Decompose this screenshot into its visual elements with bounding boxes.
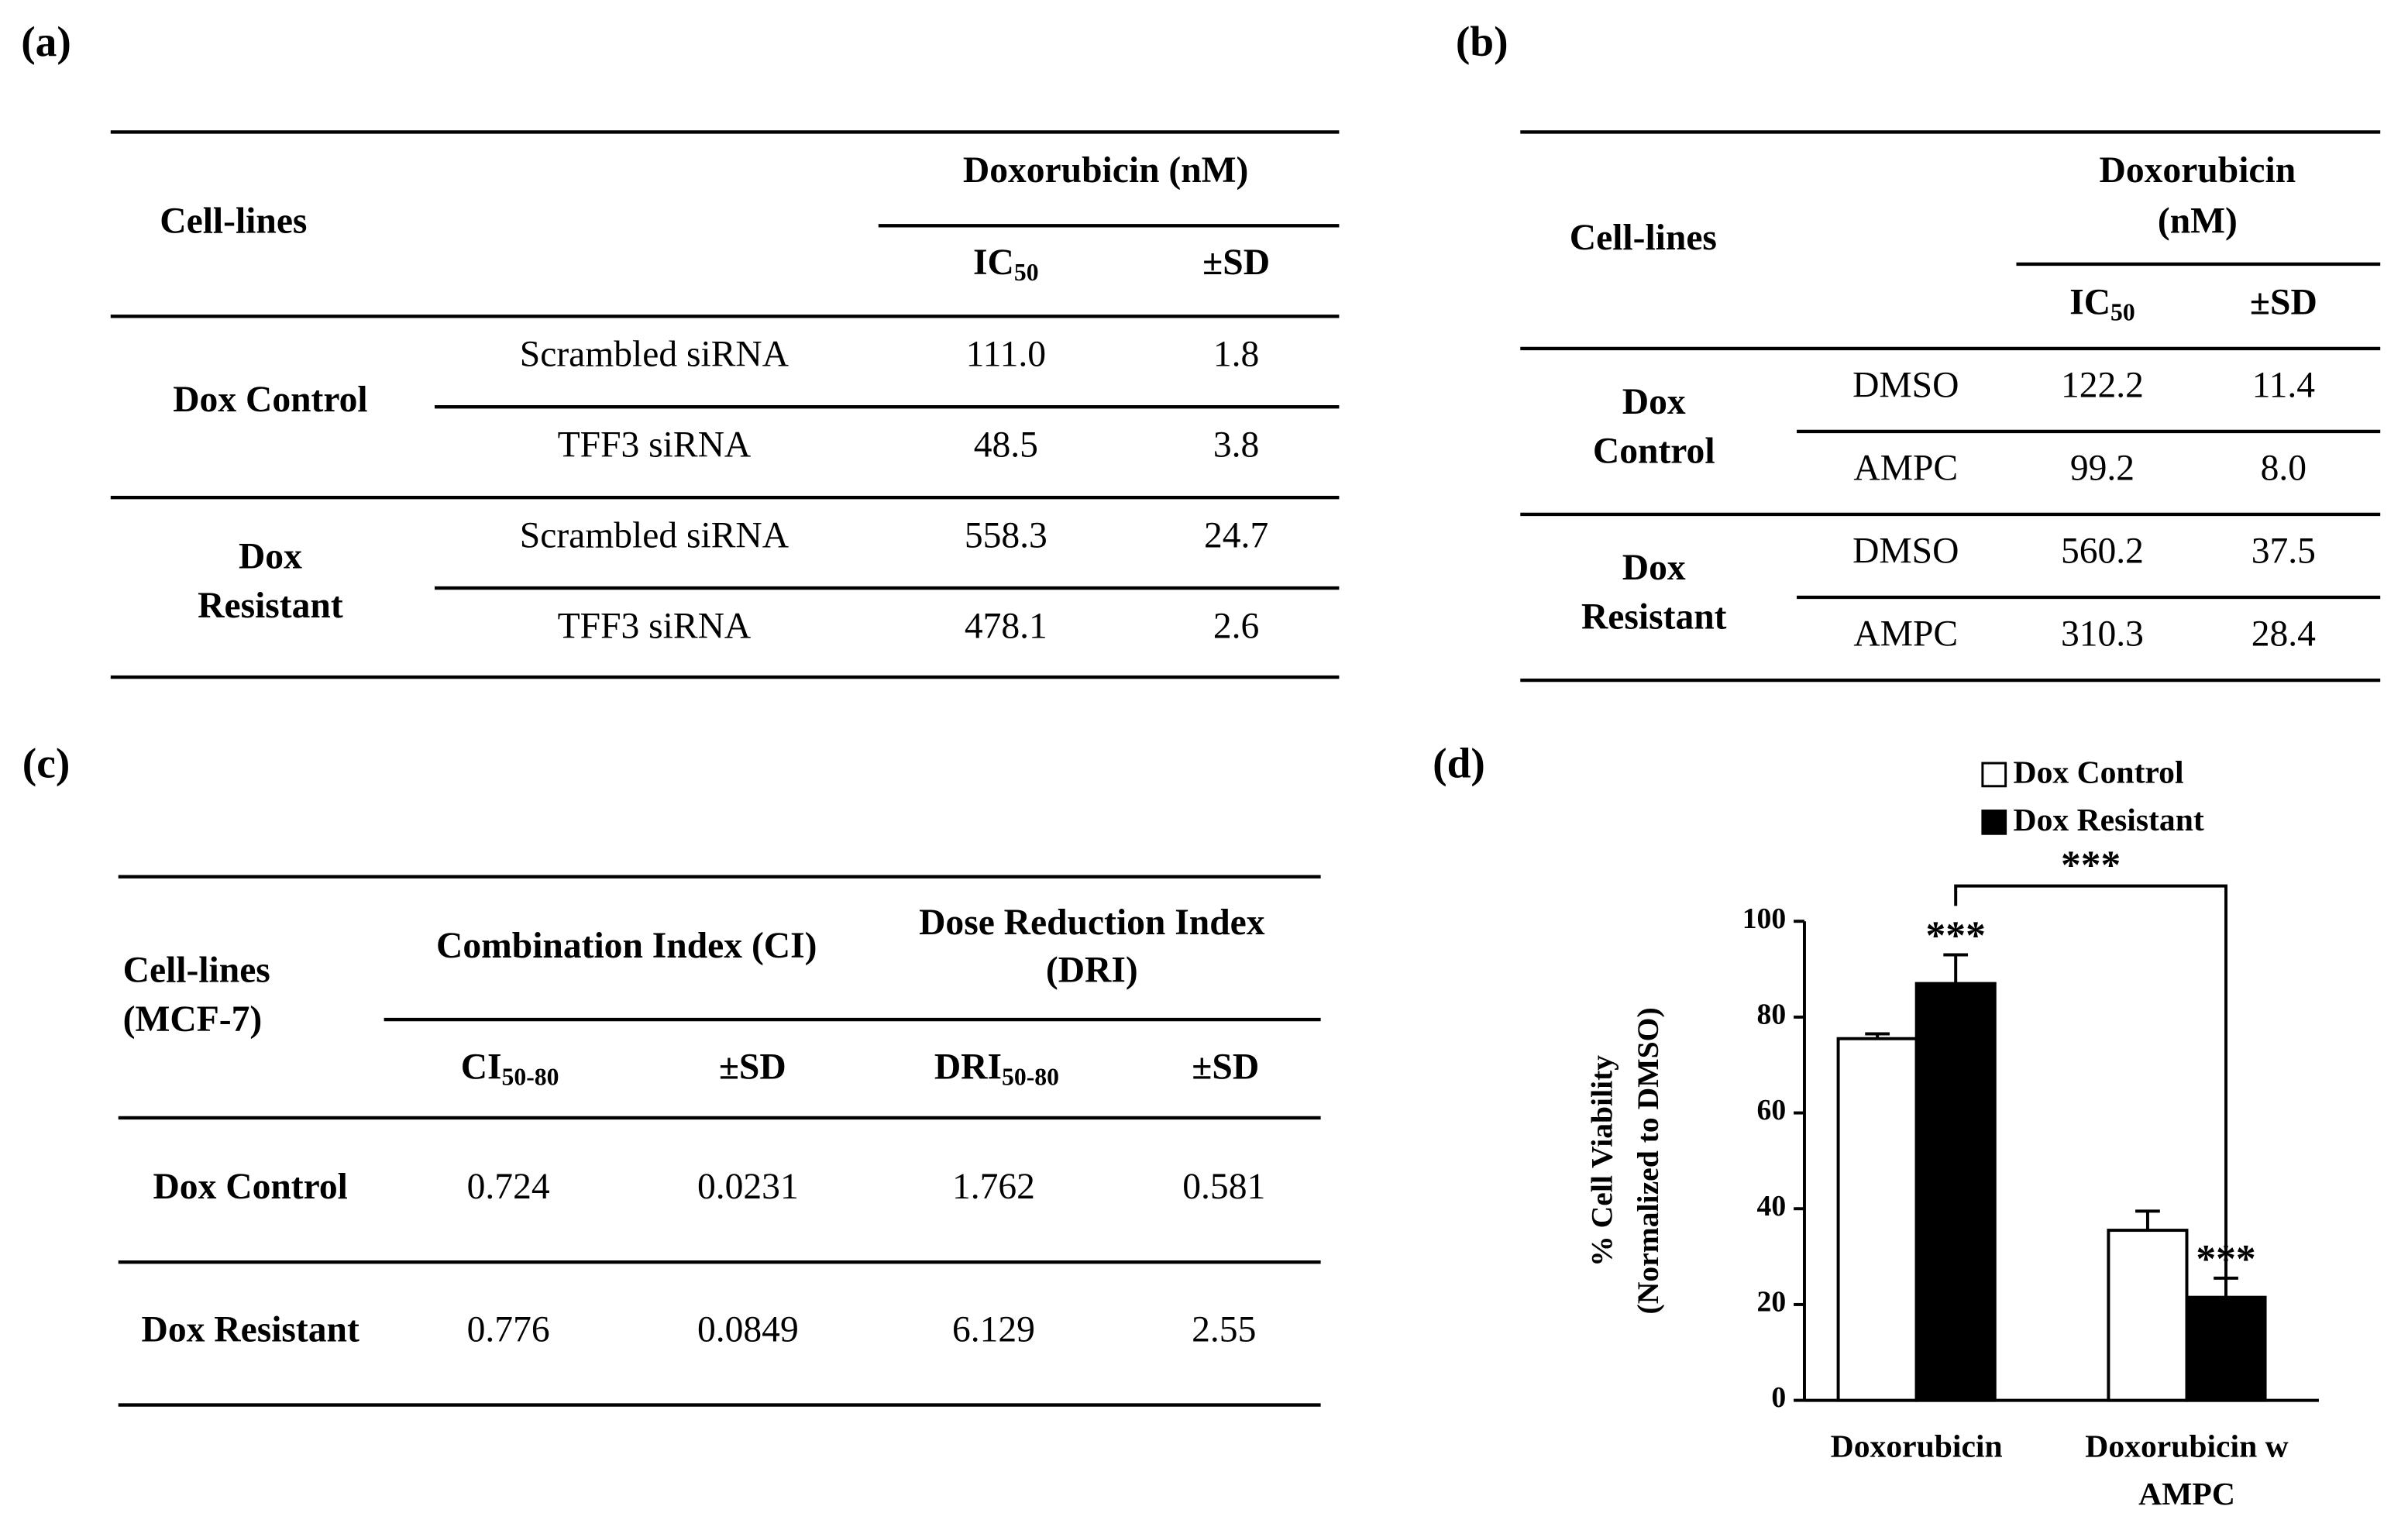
cell-text: 99.2	[2070, 448, 2135, 488]
cell-text: 3.8	[1213, 425, 1259, 466]
bar	[2107, 1229, 2189, 1402]
header-text: CI50-80	[461, 1047, 559, 1090]
y-tick-label: 20	[1757, 1286, 1787, 1319]
group-label: Dox Control	[173, 380, 367, 420]
cell-text: 0.724	[467, 1167, 550, 1207]
y-tick-label: 0	[1771, 1381, 1786, 1414]
cell-text: 6.129	[952, 1309, 1035, 1350]
cell-text: 1.762	[952, 1167, 1035, 1207]
bar	[1914, 982, 1997, 1402]
cell-text: 48.5	[974, 425, 1038, 466]
bar	[1836, 1037, 1918, 1402]
cell-text: 558.3	[965, 516, 1047, 556]
cell-text: 37.5	[2251, 531, 2316, 571]
group-label: Dox	[1622, 382, 1686, 422]
significance-bracket	[1954, 884, 2228, 1298]
text-main: CI	[461, 1047, 502, 1087]
cell-text: 0.0231	[697, 1167, 799, 1207]
header-text: IC50	[973, 242, 1039, 286]
header-text: IC50	[2069, 282, 2135, 325]
panel-label: (c)	[22, 741, 71, 788]
cell-text: 0.581	[1182, 1167, 1265, 1207]
header-text: Doxorubicin	[2100, 150, 2296, 191]
cell-text: 1.8	[1213, 335, 1259, 375]
cell-text: 560.2	[2061, 531, 2144, 571]
header-text: ±SD	[719, 1047, 786, 1087]
y-axis-label: (Normalized to DMSO)	[1631, 1007, 1665, 1314]
error-bar	[2135, 1209, 2160, 1231]
text-subscript: 50	[2110, 299, 2135, 326]
header-text: (nM)	[2158, 201, 2238, 241]
cell-text: 310.3	[2061, 614, 2144, 654]
text-subscript: 50	[1014, 259, 1039, 286]
legend-label: Dox Resistant	[2014, 803, 2204, 838]
cell-text: Scrambled siRNA	[520, 516, 789, 556]
group-label: Dox	[1622, 548, 1686, 588]
text-main: IC	[973, 242, 1014, 283]
cell-text: 478.1	[965, 607, 1047, 647]
header-text: Cell-lines	[160, 201, 307, 241]
cell-text: 111.0	[966, 335, 1046, 375]
y-tick-label: 60	[1757, 1094, 1787, 1126]
header-text: ±SD	[2250, 282, 2317, 322]
cell-text: TFF3 siRNA	[558, 607, 752, 647]
cell-text: Scrambled siRNA	[520, 335, 789, 375]
cell-text: 2.55	[1192, 1309, 1256, 1350]
group-label: Control	[1593, 432, 1715, 472]
error-bar	[1943, 953, 1969, 984]
y-tick-label: 40	[1757, 1190, 1787, 1222]
header-text: Cell-lines	[1570, 218, 1717, 258]
x-tick-label: Doxorubicin w	[2085, 1429, 2288, 1465]
cell-text: 24.7	[1204, 516, 1268, 556]
significance-label: ***	[1926, 914, 1986, 958]
cell-text: 122.2	[2061, 365, 2144, 405]
cell-text: DMSO	[1852, 365, 1959, 405]
header-text: (MCF-7)	[123, 999, 263, 1040]
cell-text: DMSO	[1852, 531, 1959, 571]
cell-text: 28.4	[2251, 614, 2316, 654]
panel-label: (b)	[1456, 19, 1508, 66]
legend-label: Dox Control	[2014, 755, 2184, 790]
header-text: Combination Index (CI)	[436, 926, 817, 966]
error-bar	[1865, 1032, 1890, 1039]
bracket-label: ***	[2061, 844, 2121, 888]
text-subscript: 50-80	[502, 1064, 559, 1091]
header-text: (DRI)	[1046, 951, 1138, 991]
row-label: Dox Resistant	[142, 1309, 359, 1350]
header-text: Dose Reduction Index	[919, 903, 1265, 943]
legend-swatch	[1981, 810, 2007, 835]
cell-text: 0.0849	[697, 1309, 799, 1350]
x-tick-label: AMPC	[2138, 1477, 2235, 1512]
cell-text: 0.776	[467, 1309, 550, 1350]
header-text: Doxorubicin (nM)	[963, 150, 1249, 191]
y-tick-label: 80	[1757, 999, 1787, 1031]
cell-text: TFF3 siRNA	[558, 425, 752, 466]
text-main: IC	[2069, 282, 2110, 322]
cell-text: AMPC	[1853, 614, 1958, 654]
header-text: Cell-lines	[123, 951, 270, 991]
group-label: Dox	[239, 536, 302, 576]
legend-swatch	[1981, 762, 2007, 788]
y-axis-label: % Cell Viability	[1584, 1055, 1619, 1267]
panel-label: (a)	[21, 19, 71, 66]
cell-text: 2.6	[1213, 607, 1259, 647]
cell-text: 11.4	[2252, 365, 2316, 405]
group-label: Resistant	[1581, 597, 1727, 638]
text-subscript: 50-80	[1002, 1064, 1059, 1091]
row-label: Dox Control	[153, 1167, 347, 1207]
text-main: DRI	[934, 1047, 1002, 1087]
header-text: ±SD	[1192, 1047, 1259, 1087]
cell-text: AMPC	[1853, 448, 1958, 488]
panel-label: (d)	[1433, 741, 1485, 788]
header-text: ±SD	[1202, 242, 1270, 283]
bar	[2185, 1295, 2267, 1402]
x-tick-label: Doxorubicin	[1831, 1429, 2003, 1465]
cell-text: 8.0	[2261, 448, 2307, 488]
header-text: DRI50-80	[934, 1047, 1059, 1090]
y-tick-label: 100	[1742, 903, 1786, 935]
group-label: Resistant	[198, 586, 343, 626]
